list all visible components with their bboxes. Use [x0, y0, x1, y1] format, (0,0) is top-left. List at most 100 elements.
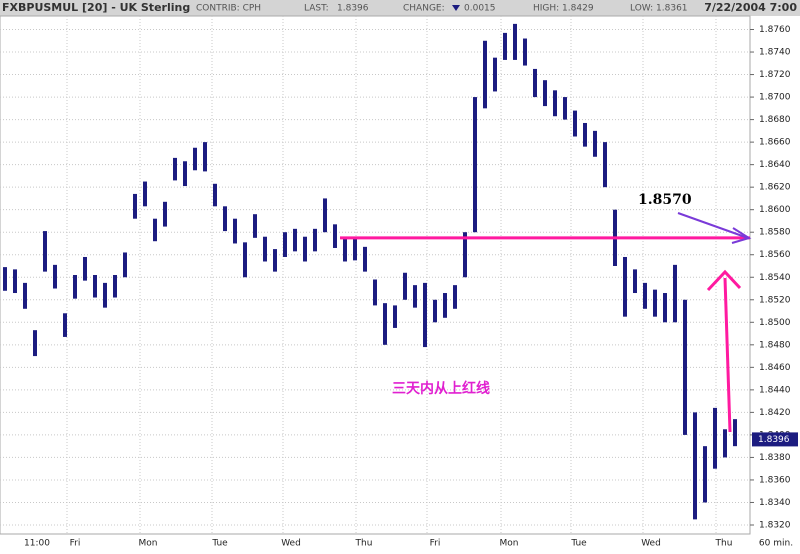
price-bar [473, 97, 477, 233]
price-bar [543, 80, 547, 107]
plot-area [0, 15, 751, 535]
price-bar [273, 249, 277, 272]
x-tick-label: Tue [211, 539, 228, 549]
high: HIGH: 1.8429 [533, 4, 594, 14]
price-bar [213, 183, 217, 207]
header-bar [0, 0, 800, 16]
y-tick-label: 1.8500 [759, 318, 791, 328]
price-bar [713, 407, 717, 469]
down-triangle [452, 5, 460, 11]
price-bar [303, 236, 307, 262]
price-bar [293, 228, 297, 252]
last-price-box [752, 432, 798, 447]
price-bar [513, 23, 517, 60]
note-annotation: 三天内从上红线 [392, 380, 490, 397]
price-bar [323, 198, 327, 233]
price-bar [3, 267, 7, 291]
price-bar [53, 264, 57, 289]
y-tick-label: 1.8680 [759, 115, 791, 125]
price-bar [463, 232, 467, 278]
low: LOW: 1.8361 [630, 4, 688, 14]
price-bar [203, 142, 207, 172]
price-bar [733, 419, 737, 447]
price-bar [13, 269, 17, 294]
price-bar [693, 412, 697, 520]
arrow-head [731, 227, 752, 244]
price-bar [83, 256, 87, 281]
price-bar [343, 236, 347, 262]
y-tick-label: 1.8460 [759, 363, 791, 373]
price-bar [623, 256, 627, 317]
datetime: 7/22/2004 7:00 [704, 1, 797, 14]
y-tick-label: 1.8560 [759, 250, 791, 260]
y-tick-label: 1.8760 [759, 25, 791, 35]
arrow-head [706, 269, 742, 292]
price-bar [653, 289, 657, 317]
price-bar [443, 293, 447, 318]
level-annotation: 1.8570 [638, 192, 692, 208]
price-bar [393, 305, 397, 328]
x-unit-label: 60 min. [759, 539, 793, 549]
price-bar [143, 181, 147, 207]
price-bar [93, 275, 97, 298]
price-bar [413, 285, 417, 308]
y-tick-label: 1.8640 [759, 160, 791, 170]
price-bar [263, 236, 267, 262]
x-tick-label: Mon [500, 539, 519, 549]
price-bar [633, 269, 637, 294]
arrow-shaft [723, 277, 732, 433]
x-tick-label: 11:00 [24, 539, 50, 549]
last-price-label: 1.8396 [758, 435, 790, 445]
y-tick-label: 1.8420 [759, 408, 791, 418]
price-bar [583, 122, 587, 147]
price-bar [533, 68, 537, 98]
price-bar [153, 218, 157, 242]
y-tick-label: 1.8540 [759, 273, 791, 283]
last-label: LAST: [304, 4, 329, 14]
price-bar [703, 446, 707, 503]
price-bar [383, 303, 387, 345]
y-tick-label: 1.8700 [759, 93, 791, 103]
price-bar [643, 282, 647, 309]
price-bar [43, 231, 47, 272]
price-bar [593, 130, 597, 157]
x-tick-label: Wed [641, 539, 661, 549]
y-tick-label: 1.8340 [759, 498, 791, 508]
price-bar [193, 147, 197, 171]
price-bar [233, 218, 237, 244]
y-tick-label: 1.8620 [759, 183, 791, 193]
price-bar [493, 57, 497, 92]
price-bar [423, 282, 427, 348]
price-bar [33, 330, 37, 357]
y-tick-label: 1.8480 [759, 340, 791, 350]
price-bar [363, 246, 367, 272]
price-bar [603, 142, 607, 188]
y-tick-label: 1.8740 [759, 48, 791, 58]
price-bar [163, 201, 167, 227]
y-tick-label: 1.8520 [759, 295, 791, 305]
price-bar [23, 282, 27, 309]
price-bar [523, 38, 527, 66]
price-bar [373, 279, 377, 306]
price-bar [563, 97, 567, 120]
price-bar [403, 272, 407, 300]
x-tick-label: Fri [70, 539, 81, 549]
x-tick-label: Fri [430, 539, 441, 549]
x-tick-label: Thu [715, 539, 733, 549]
price-bar [573, 110, 577, 137]
price-bar [723, 429, 727, 458]
price-bar [133, 193, 137, 219]
y-tick-label: 1.8440 [759, 385, 791, 395]
price-bar [313, 228, 317, 252]
contrib: CONTRIB: CPH [196, 4, 261, 14]
price-bar [483, 40, 487, 109]
change-label: CHANGE: [403, 4, 445, 14]
y-tick-label: 1.8380 [759, 453, 791, 463]
arrow-shaft [677, 212, 749, 239]
price-bar [453, 285, 457, 309]
y-tick-label: 1.8320 [759, 520, 791, 530]
price-bar [503, 32, 507, 60]
y-tick-label: 1.8580 [759, 228, 791, 238]
x-tick-label: Mon [139, 539, 158, 549]
price-bar [63, 313, 67, 337]
